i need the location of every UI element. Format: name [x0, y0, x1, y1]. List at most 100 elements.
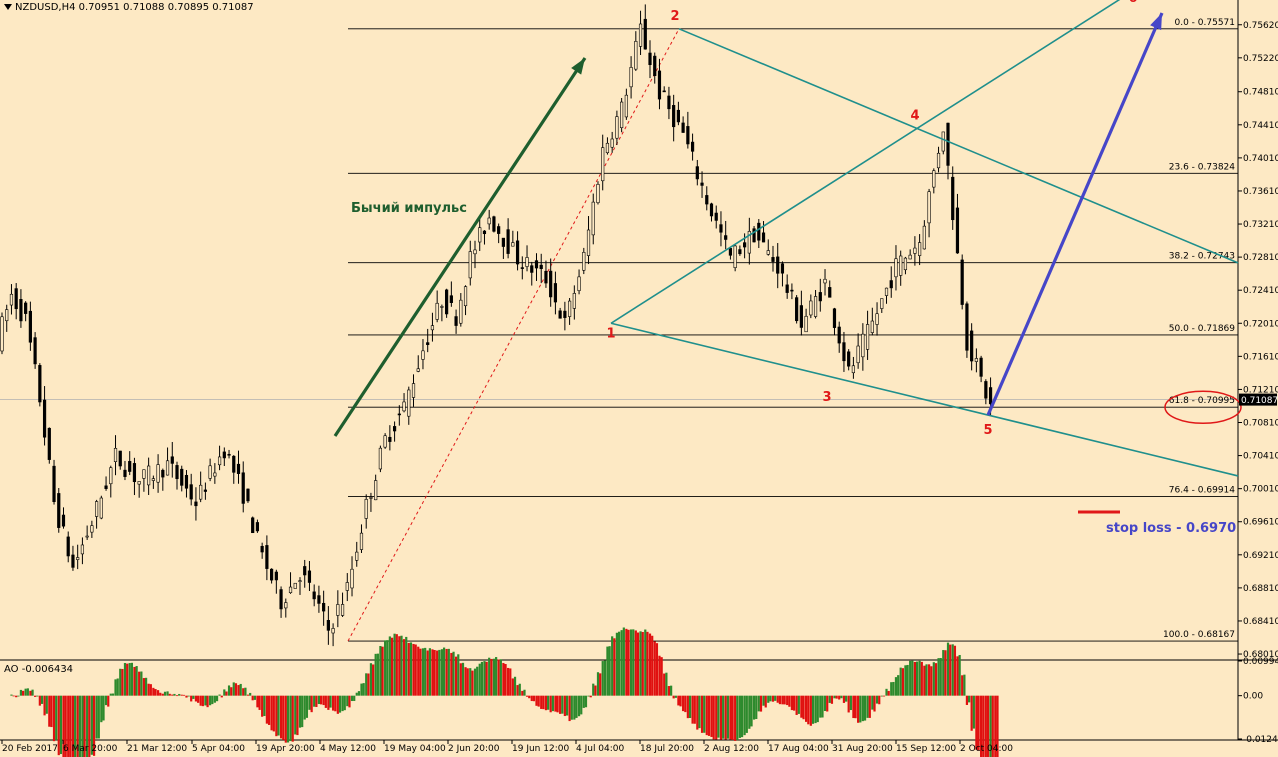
- ao-bar: [759, 695, 763, 712]
- ao-bar: [374, 653, 377, 696]
- candle-body: [780, 263, 785, 274]
- ao-bar: [24, 688, 27, 696]
- ao-bar: [256, 695, 259, 708]
- ao-bar: [904, 665, 907, 696]
- candle-body: [601, 147, 605, 182]
- candle-body: [80, 544, 85, 555]
- ao-bar: [29, 690, 32, 696]
- ao-bar: [547, 695, 550, 710]
- price-tick-label: 0.73610: [1243, 187, 1278, 197]
- ao-bar: [559, 695, 562, 714]
- ao-bar: [209, 695, 212, 706]
- ao-bar: [116, 678, 119, 696]
- ao-bar: [315, 695, 318, 707]
- ao-bar: [518, 683, 521, 696]
- candle-body: [936, 152, 941, 169]
- ao-bar: [821, 695, 824, 718]
- candle-body: [832, 308, 837, 328]
- ao-bar: [596, 672, 600, 696]
- ao-bar: [414, 644, 417, 696]
- ao-bar: [457, 654, 460, 696]
- ao-bar: [646, 631, 649, 696]
- ao-bar: [109, 693, 112, 696]
- ao-bar: [338, 695, 342, 713]
- ao-bar: [206, 695, 209, 708]
- candle-body: [57, 493, 61, 528]
- ao-bar: [698, 695, 701, 729]
- ao-bar: [298, 695, 302, 728]
- ao-bar: [833, 695, 836, 699]
- candle-body: [719, 224, 723, 233]
- price-tick-label: 0.68010: [1243, 650, 1278, 660]
- wave-label-6: 6: [1128, 0, 1137, 6]
- candle-body: [747, 231, 751, 254]
- ao-bar: [584, 695, 588, 708]
- candle-body: [567, 300, 572, 317]
- ao-bar: [953, 645, 957, 696]
- ao-bar: [944, 650, 947, 696]
- symbol-info: NZDUSD,H4 0.70951 0.71088 0.70895 0.7108…: [15, 2, 254, 13]
- ao-bar: [644, 629, 647, 696]
- ao-bar: [748, 695, 751, 729]
- ao-bar: [655, 643, 659, 696]
- candle-body: [270, 568, 274, 581]
- ao-bar: [400, 635, 403, 696]
- ao-bar: [111, 693, 115, 696]
- ao-bar: [119, 668, 122, 696]
- candle-body: [66, 536, 70, 557]
- ao-bar: [994, 695, 997, 757]
- candle-body: [180, 468, 184, 486]
- triangle-down-icon[interactable]: [4, 4, 12, 10]
- ao-bar: [138, 671, 141, 696]
- fib-base-line: [347, 28, 680, 642]
- ao-bar: [611, 636, 614, 696]
- candle-body: [378, 447, 383, 470]
- candle-body: [870, 320, 874, 333]
- candle-body: [279, 589, 283, 610]
- time-tick-label: 2 Aug 12:00: [704, 744, 759, 754]
- candle-body: [454, 316, 458, 326]
- candle-body: [951, 176, 955, 221]
- wave-label-3: 3: [822, 390, 831, 405]
- ao-bar: [121, 668, 124, 696]
- candle-body: [430, 325, 435, 331]
- ao-bar: [589, 695, 592, 698]
- candle-body: [605, 142, 610, 154]
- ao-bar: [901, 668, 904, 696]
- ao-bar: [282, 695, 285, 740]
- ao-bar: [790, 695, 794, 711]
- ao-tick-label: 0.009941: [1243, 657, 1278, 667]
- candle-body: [804, 315, 808, 333]
- ao-bar: [343, 695, 346, 711]
- ao-bar: [386, 640, 389, 696]
- ao-bar: [310, 695, 313, 713]
- ao-bar: [528, 695, 531, 699]
- ao-bar: [972, 695, 975, 729]
- price-tick-label: 0.70810: [1243, 419, 1278, 429]
- ao-bar: [648, 633, 652, 696]
- ao-bar: [305, 695, 309, 718]
- candle-body: [667, 95, 671, 110]
- ao-bar: [755, 695, 758, 719]
- ao-bar: [835, 695, 838, 699]
- ao-bar: [570, 695, 573, 720]
- ao-bar: [686, 695, 689, 719]
- candle-body: [662, 90, 666, 93]
- ao-bar: [436, 650, 439, 696]
- target-arrow: [986, 12, 1164, 416]
- candle-body: [440, 306, 444, 308]
- ao-bar: [762, 695, 765, 706]
- ao-bar: [12, 695, 15, 697]
- price-tick-label: 0.73210: [1243, 220, 1278, 230]
- ao-bar: [322, 695, 325, 706]
- candle-body: [851, 365, 855, 374]
- ao-header: AO -0.006434: [4, 664, 73, 675]
- candle-body: [534, 260, 539, 269]
- ao-bar: [452, 651, 455, 696]
- ao-bar: [227, 685, 231, 696]
- ao-bar: [102, 695, 105, 721]
- candle-body: [28, 310, 32, 343]
- ao-bar: [440, 649, 443, 696]
- ao-bar: [431, 649, 434, 696]
